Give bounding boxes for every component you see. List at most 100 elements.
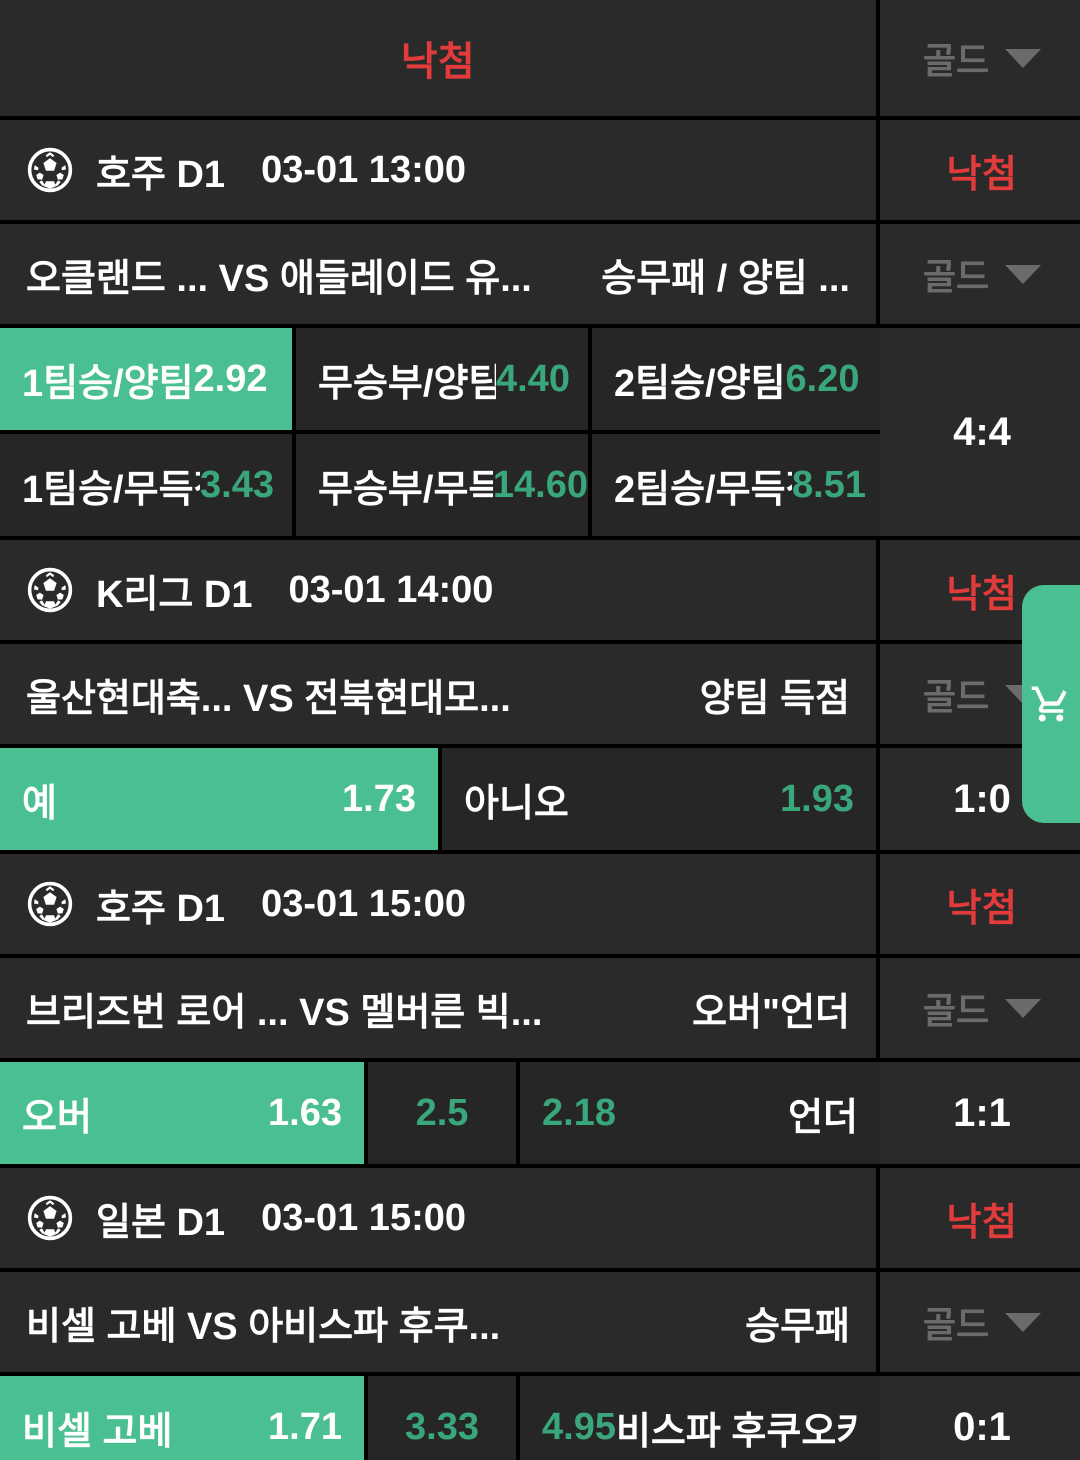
odds-value: 1.71 <box>268 1405 342 1448</box>
odds-cell-m0-r0-c0[interactable]: 1팀승/양팀 2.92 <box>0 328 292 430</box>
league-header-main: 호주 D1 03-01 15:00 <box>0 854 876 954</box>
odds-value: 14.60 <box>492 463 588 506</box>
odds-cell-m3-r0-c0[interactable]: 비셀 고베 1.71 <box>0 1376 364 1460</box>
grade-label: 골드 <box>922 40 990 81</box>
league-header-row: K리그 D1 03-01 14:00 낙첨 <box>0 540 1080 640</box>
match-grade-cell[interactable]: 골드 <box>880 1272 1080 1372</box>
column-divider <box>876 540 880 640</box>
odds-cell-m0-r0-c1[interactable]: 무승부/양팀 4.40 <box>296 328 588 430</box>
soccer-ball-icon <box>27 567 73 613</box>
column-divider <box>876 224 880 324</box>
odds-label: 1팀승/양팀 <box>22 362 194 405</box>
odds-block: 1팀승/양팀2.92무승부/양팀4.402팀승/양팀6.201팀승/무득점3.4… <box>0 328 1080 536</box>
column-divider <box>876 958 880 1058</box>
grade-dropdown[interactable]: 골드 <box>923 248 1042 300</box>
odds-team-name: 비스파 후쿠오카 <box>615 1410 858 1453</box>
odds-cell-m2-r0-c0[interactable]: 오버 1.63 <box>0 1062 364 1164</box>
odds-label: 비셀 고베 <box>22 1410 173 1453</box>
match-result-cell: 낙첨 <box>880 1168 1080 1268</box>
grade-label: 골드 <box>922 1304 990 1345</box>
league-header-row: 일본 D1 03-01 15:00 낙첨 <box>0 1168 1080 1268</box>
match-market: 양팀 득점 <box>699 677 850 720</box>
match-info-row[interactable]: 비셀 고베 VS 아비스파 후쿠... 승무패 골드 <box>0 1272 1080 1372</box>
odds-cell-m2-r0-c1[interactable]: 2.5 <box>368 1062 516 1164</box>
odds-cell-m1-r0-c1[interactable]: 아니오 1.93 <box>442 748 876 850</box>
league-header-main: 일본 D1 03-01 15:00 <box>0 1168 876 1268</box>
odds-line: 예 1.73 아니오 1.93 <box>0 748 876 850</box>
league-header-row: 호주 D1 03-01 13:00 낙첨 <box>0 120 1080 220</box>
match-score: 1:1 <box>880 1062 1080 1164</box>
grade-label: 골드 <box>922 676 990 717</box>
match-grade-cell[interactable]: 골드 <box>880 224 1080 324</box>
match-info-main[interactable]: 오클랜드 ... VS 애들레이드 유... 승무패 / 양팀 ... <box>0 224 876 324</box>
match-result-cell: 낙첨 <box>880 854 1080 954</box>
odds-line: 1팀승/양팀 2.92 무승부/양팀 4.40 2팀승/양팀 6.20 <box>0 328 880 430</box>
odds-label: 무승부/양팀 <box>318 362 496 405</box>
odds-label: 아니오 <box>464 782 569 825</box>
row-divider <box>0 1268 1080 1272</box>
match-score: 0:1 <box>880 1376 1080 1460</box>
odds-value: 3.33 <box>405 1405 479 1448</box>
odds-value: 6.20 <box>785 357 860 400</box>
odds-value: 8.51 <box>792 463 866 506</box>
row-divider <box>0 1164 1080 1168</box>
column-divider <box>876 120 880 220</box>
odds-value: 3.43 <box>200 463 274 506</box>
column-divider <box>876 854 880 954</box>
match-grade-cell[interactable]: 골드 <box>880 958 1080 1058</box>
odds-value: 1.93 <box>780 777 854 820</box>
match-status-badge: 낙첨 <box>946 153 1018 196</box>
odds-cell-m1-r0-c0[interactable]: 예 1.73 <box>0 748 438 850</box>
match-status-badge: 낙첨 <box>946 1201 1018 1244</box>
odds-cell-m0-r1-c2[interactable]: 2팀승/무득점8.51 <box>592 434 880 536</box>
match-status-badge: 낙첨 <box>946 887 1018 930</box>
match-datetime: 03-01 13:00 <box>261 148 466 191</box>
odds-line: 오버 1.63 2.5 2.18 언더 <box>0 1062 880 1164</box>
slip-status-badge: 낙첨 <box>400 40 476 84</box>
match-info-row[interactable]: 브리즈번 로어 ... VS 멜버른 빅... 오버"언더 골드 <box>0 958 1080 1058</box>
odds-value: 1.63 <box>268 1091 342 1134</box>
grade-label: 골드 <box>922 990 990 1031</box>
betslip-cart-button[interactable] <box>1022 585 1080 823</box>
match-info-row[interactable]: 오클랜드 ... VS 애들레이드 유... 승무패 / 양팀 ... 골드 <box>0 224 1080 324</box>
row-divider <box>0 640 1080 644</box>
match-info-main[interactable]: 울산현대축... VS 전북현대모... 양팀 득점 <box>0 644 876 744</box>
match-info-main[interactable]: 브리즈번 로어 ... VS 멜버른 빅... 오버"언더 <box>0 958 876 1058</box>
odds-cell-m0-r0-c2[interactable]: 2팀승/양팀 6.20 <box>592 328 880 430</box>
odds-label: 언더 <box>788 1096 858 1139</box>
match-status-badge: 낙첨 <box>946 573 1018 616</box>
slip-status-main: 낙첨 <box>0 0 876 116</box>
grade-dropdown[interactable]: 골드 <box>922 32 1042 84</box>
match-market: 승무패 <box>745 1305 850 1348</box>
league-name: 호주 D1 <box>96 153 226 196</box>
column-divider <box>876 644 880 744</box>
odds-cell-m2-r0-c2[interactable]: 2.18 언더 <box>520 1062 880 1164</box>
odds-cell-m0-r1-c1[interactable]: 무승부/무득점14.60 <box>296 434 588 536</box>
odds-value: 2.5 <box>415 1091 469 1134</box>
odds-cell-m0-r1-c0[interactable]: 1팀승/무득점3.43 <box>0 434 292 536</box>
odds-line: 비셀 고베 1.71 3.33 4.95 비스파 후쿠오카 <box>0 1376 880 1460</box>
row-divider <box>0 536 1080 540</box>
league-name: 호주 D1 <box>96 887 226 930</box>
odds-columns: 예 1.73 아니오 1.93 <box>0 748 876 850</box>
column-divider <box>876 0 880 116</box>
match-result-cell: 낙첨 <box>880 120 1080 220</box>
match-list: 호주 D1 03-01 13:00 낙첨 오클랜드 ... VS 애들레이드 유… <box>0 120 1080 1460</box>
odds-block: 예 1.73 아니오 1.93 1:0 <box>0 748 1080 850</box>
odds-columns: 비셀 고베 1.71 3.33 4.95 비스파 후쿠오카 <box>0 1376 880 1460</box>
odds-label: 오버 <box>22 1096 92 1139</box>
row-divider <box>0 324 1080 328</box>
match-info-row[interactable]: 울산현대축... VS 전북현대모... 양팀 득점 골드 <box>0 644 1080 744</box>
odds-label: 1팀승/무득점 <box>22 468 200 511</box>
slip-grade-cell[interactable]: 골드 <box>880 0 1080 116</box>
odds-cell-m3-r0-c2[interactable]: 4.95 비스파 후쿠오카 <box>520 1376 880 1460</box>
grade-dropdown[interactable]: 골드 <box>922 1296 1042 1348</box>
odds-value: 4.40 <box>496 357 570 400</box>
odds-cell-m3-r0-c1[interactable]: 3.33 <box>368 1376 516 1460</box>
row-divider <box>0 744 1080 748</box>
match-info-main[interactable]: 비셀 고베 VS 아비스파 후쿠... 승무패 <box>0 1272 876 1372</box>
match-datetime: 03-01 15:00 <box>261 882 466 925</box>
odds-label: 2팀승/양팀 <box>614 362 786 405</box>
grade-dropdown[interactable]: 골드 <box>922 982 1042 1034</box>
